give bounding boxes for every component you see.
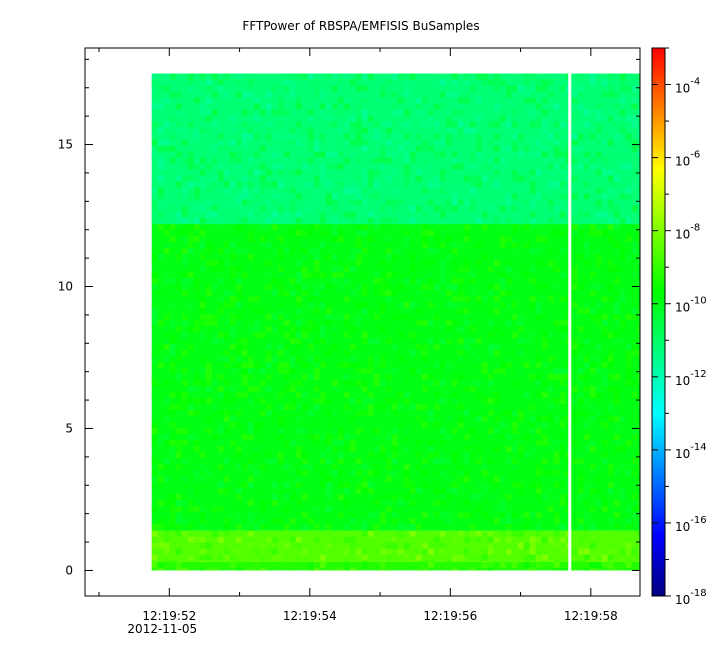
colorbar-tick-label: 10-16 bbox=[675, 515, 707, 534]
colorbar-tick-label: 10-10 bbox=[675, 296, 707, 315]
colorbar bbox=[651, 47, 666, 597]
x-tick-date-label: 2012-11-05 bbox=[127, 622, 197, 636]
x-tick-label: 12:19:56 bbox=[423, 609, 477, 623]
colorbar-tick-label: 10-14 bbox=[675, 442, 707, 461]
colorbar-tick-label: 10-18 bbox=[675, 588, 707, 607]
y-axis: 0 5 10 15 bbox=[58, 58, 640, 577]
colorbar-tick-label: 10-8 bbox=[675, 223, 700, 242]
y-tick-label: 0 bbox=[65, 563, 73, 577]
colorbar-tick-label: 10-6 bbox=[675, 150, 700, 169]
spectrogram-heatmap bbox=[151, 73, 640, 571]
x-tick-label: 12:19:52 bbox=[142, 609, 196, 623]
heatmap-band bbox=[151, 561, 640, 571]
data-gap-line bbox=[568, 72, 572, 572]
y-tick-label: 15 bbox=[58, 138, 73, 152]
chart-title: FFTPower of RBSPA/EMFISIS BuSamples bbox=[242, 19, 479, 33]
colorbar-tick-label: 10-4 bbox=[675, 77, 700, 96]
y-tick-label: 10 bbox=[58, 280, 73, 294]
colorbar-axis: 10-4 10-6 10-8 10-10 10-12 10-14 10-16 10-18 bbox=[652, 47, 707, 607]
x-tick-label: 12:19:58 bbox=[564, 609, 618, 623]
x-tick-label: 12:19:54 bbox=[283, 609, 337, 623]
colorbar-tick-label: 10-12 bbox=[675, 369, 707, 388]
y-tick-label: 5 bbox=[65, 421, 73, 435]
plot-frame bbox=[84, 47, 641, 597]
